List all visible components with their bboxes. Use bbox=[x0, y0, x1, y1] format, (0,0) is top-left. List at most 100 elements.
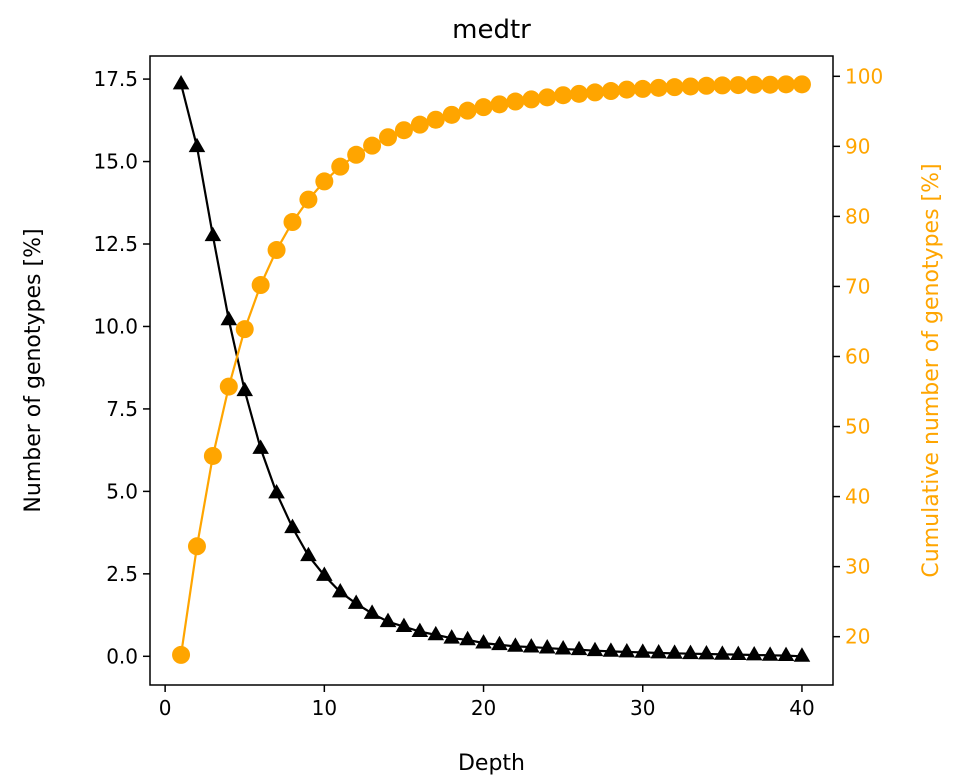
series-left-point bbox=[379, 612, 397, 628]
series-left-point bbox=[188, 137, 206, 153]
y-left-tick-label: 2.5 bbox=[106, 562, 138, 586]
x-tick-label: 40 bbox=[789, 696, 814, 720]
series-left-point bbox=[538, 639, 556, 654]
series-right-point bbox=[458, 101, 477, 120]
series-left-line bbox=[179, 83, 803, 658]
y-axis-right-title: Cumulative number of genotypes [%] bbox=[919, 163, 944, 577]
series-right-point bbox=[665, 78, 684, 97]
series-right-point bbox=[331, 157, 350, 176]
series-left-point bbox=[268, 484, 285, 499]
y-right-tick-label: 60 bbox=[845, 344, 870, 368]
axes: 0 10 20 30 40 0.0 2.5 5.0 7.5 10.0 12.5 15.0 17.5 20 3… bbox=[93, 55, 883, 720]
y-right-tick-label: 30 bbox=[845, 555, 870, 579]
series-right-line bbox=[179, 83, 802, 656]
series-left-point bbox=[172, 75, 190, 90]
series-right-point bbox=[267, 241, 286, 260]
series-left-point bbox=[220, 310, 238, 326]
series-right-point bbox=[187, 537, 206, 556]
series-left-point bbox=[570, 640, 588, 656]
series-left-point bbox=[284, 518, 301, 534]
series-left-point bbox=[347, 594, 365, 609]
series-left-point bbox=[491, 635, 508, 651]
y-right-tick-label: 100 bbox=[845, 64, 883, 88]
series-left-point bbox=[459, 630, 476, 646]
series-right-point bbox=[538, 88, 557, 107]
y-right-tick-label: 70 bbox=[845, 274, 870, 298]
y-right-tick-label: 80 bbox=[845, 204, 870, 228]
plot-frame bbox=[149, 55, 834, 686]
series-right-point bbox=[235, 320, 254, 339]
series-right-point bbox=[347, 145, 366, 164]
series-right-point bbox=[633, 79, 652, 98]
series-right-point bbox=[792, 75, 811, 94]
series-left-point bbox=[682, 644, 699, 660]
x-tick-label: 10 bbox=[312, 696, 337, 720]
series-right-point bbox=[729, 76, 748, 95]
series-left-point bbox=[650, 644, 667, 659]
series-left-point bbox=[300, 546, 317, 562]
series-right-point bbox=[315, 172, 334, 191]
x-axis-title: Depth bbox=[458, 751, 525, 776]
series-right-point bbox=[410, 115, 429, 134]
series-left-point bbox=[331, 582, 349, 598]
series-right-point bbox=[363, 136, 382, 155]
series-right-point bbox=[649, 78, 668, 97]
series-left-point bbox=[793, 647, 811, 662]
series-right-point bbox=[522, 90, 541, 109]
series-right-point bbox=[283, 213, 302, 232]
series-right-point bbox=[506, 92, 525, 111]
series-right-point bbox=[426, 110, 445, 129]
series-left-point bbox=[411, 622, 429, 637]
series-left-point bbox=[586, 641, 604, 657]
series-left-point bbox=[507, 637, 524, 652]
y-axis-left-title: Number of genotypes [%] bbox=[21, 228, 46, 512]
y-right-tick-label: 50 bbox=[845, 415, 870, 439]
series-right-point bbox=[219, 377, 238, 396]
series-right-point bbox=[601, 82, 620, 101]
series-right-point bbox=[379, 128, 398, 147]
series-right-point bbox=[585, 83, 604, 102]
y-left-tick-label: 10.0 bbox=[93, 314, 138, 338]
series-right-point bbox=[442, 105, 461, 124]
series-right-point bbox=[745, 75, 764, 94]
series-left-point bbox=[634, 643, 652, 658]
series-right-point bbox=[554, 86, 573, 105]
chart-title: medtr bbox=[452, 15, 531, 45]
series-right-point bbox=[681, 77, 700, 96]
series-left-point bbox=[204, 226, 222, 242]
series-left-point bbox=[523, 638, 540, 653]
series-left-point bbox=[475, 634, 492, 649]
series-left-point bbox=[745, 645, 763, 661]
series-left-point bbox=[698, 644, 715, 660]
series-right-point bbox=[617, 80, 636, 99]
series-right-point bbox=[713, 76, 732, 95]
series-right-point bbox=[761, 75, 780, 94]
x-tick-label: 30 bbox=[630, 696, 655, 720]
x-tick-label: 0 bbox=[159, 696, 172, 720]
series-left-point bbox=[363, 604, 381, 619]
y-right-tick-label: 90 bbox=[845, 134, 870, 158]
y-left-tick-label: 7.5 bbox=[106, 397, 138, 421]
y-left-tick-label: 12.5 bbox=[93, 232, 138, 256]
y-left-tick-label: 17.5 bbox=[93, 67, 138, 91]
plot-area bbox=[172, 75, 811, 664]
series-right-point bbox=[697, 76, 716, 95]
series-left-point bbox=[761, 646, 779, 661]
series-right-point bbox=[474, 98, 493, 117]
y-right-tick-label: 40 bbox=[845, 485, 870, 509]
series-left-point bbox=[554, 640, 572, 655]
series-right-point bbox=[490, 95, 509, 114]
series-left-point bbox=[236, 381, 254, 397]
series-right-point bbox=[777, 75, 796, 94]
y-left-tick-label: 5.0 bbox=[106, 479, 138, 503]
series-left-point bbox=[714, 645, 731, 660]
series-left-point bbox=[729, 645, 747, 661]
y-right-tick-label: 20 bbox=[845, 625, 870, 649]
series-right-point bbox=[172, 645, 191, 664]
series-right-point bbox=[203, 446, 222, 465]
series-left-point bbox=[602, 642, 620, 657]
series-right-point bbox=[251, 276, 270, 295]
series-right-point bbox=[570, 84, 589, 103]
series-left-point bbox=[395, 617, 413, 633]
